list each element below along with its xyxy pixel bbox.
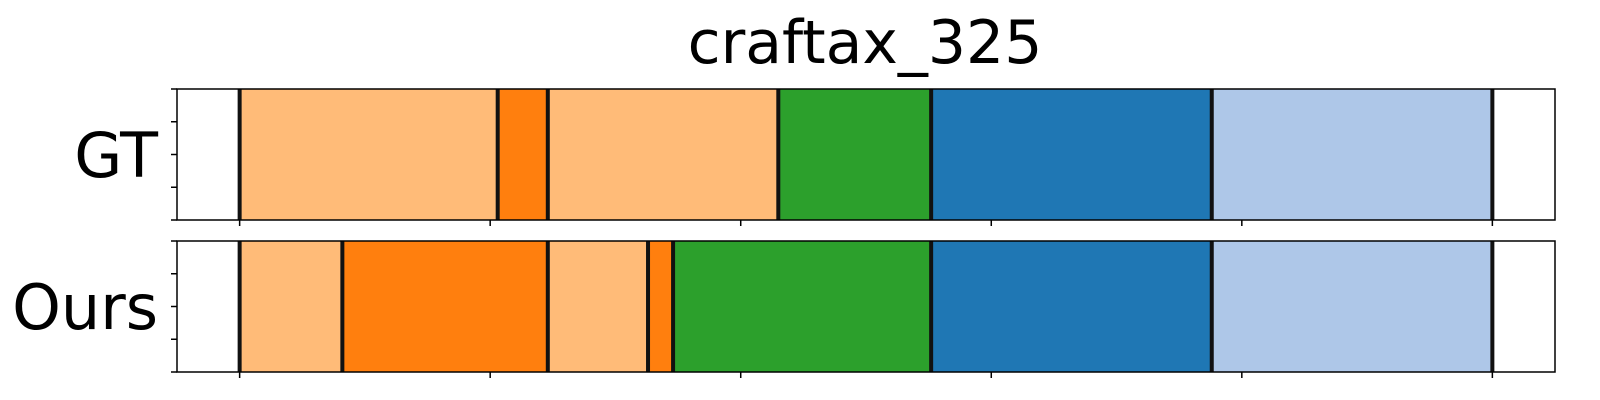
segment-bar bbox=[931, 241, 1212, 372]
segment-bar bbox=[239, 89, 498, 220]
segment-bar bbox=[342, 241, 548, 372]
row-ours: Ours bbox=[12, 240, 1556, 378]
segment-bar bbox=[1211, 89, 1493, 220]
segment-bar bbox=[497, 89, 548, 220]
segment-bar bbox=[547, 241, 649, 372]
segment-bar bbox=[931, 89, 1212, 220]
chart-title: craftax_325 bbox=[688, 8, 1043, 78]
row-label: GT bbox=[74, 119, 159, 192]
segment-bar bbox=[547, 89, 779, 220]
segment-bar bbox=[778, 89, 932, 220]
segment-bar bbox=[239, 241, 343, 372]
row-label: Ours bbox=[12, 271, 158, 344]
segment-bar bbox=[648, 241, 674, 372]
segment-bar bbox=[673, 241, 932, 372]
segment-bar bbox=[1211, 241, 1493, 372]
row-gt: GT bbox=[74, 88, 1556, 226]
segment-rows: GT Ours bbox=[12, 88, 1556, 378]
